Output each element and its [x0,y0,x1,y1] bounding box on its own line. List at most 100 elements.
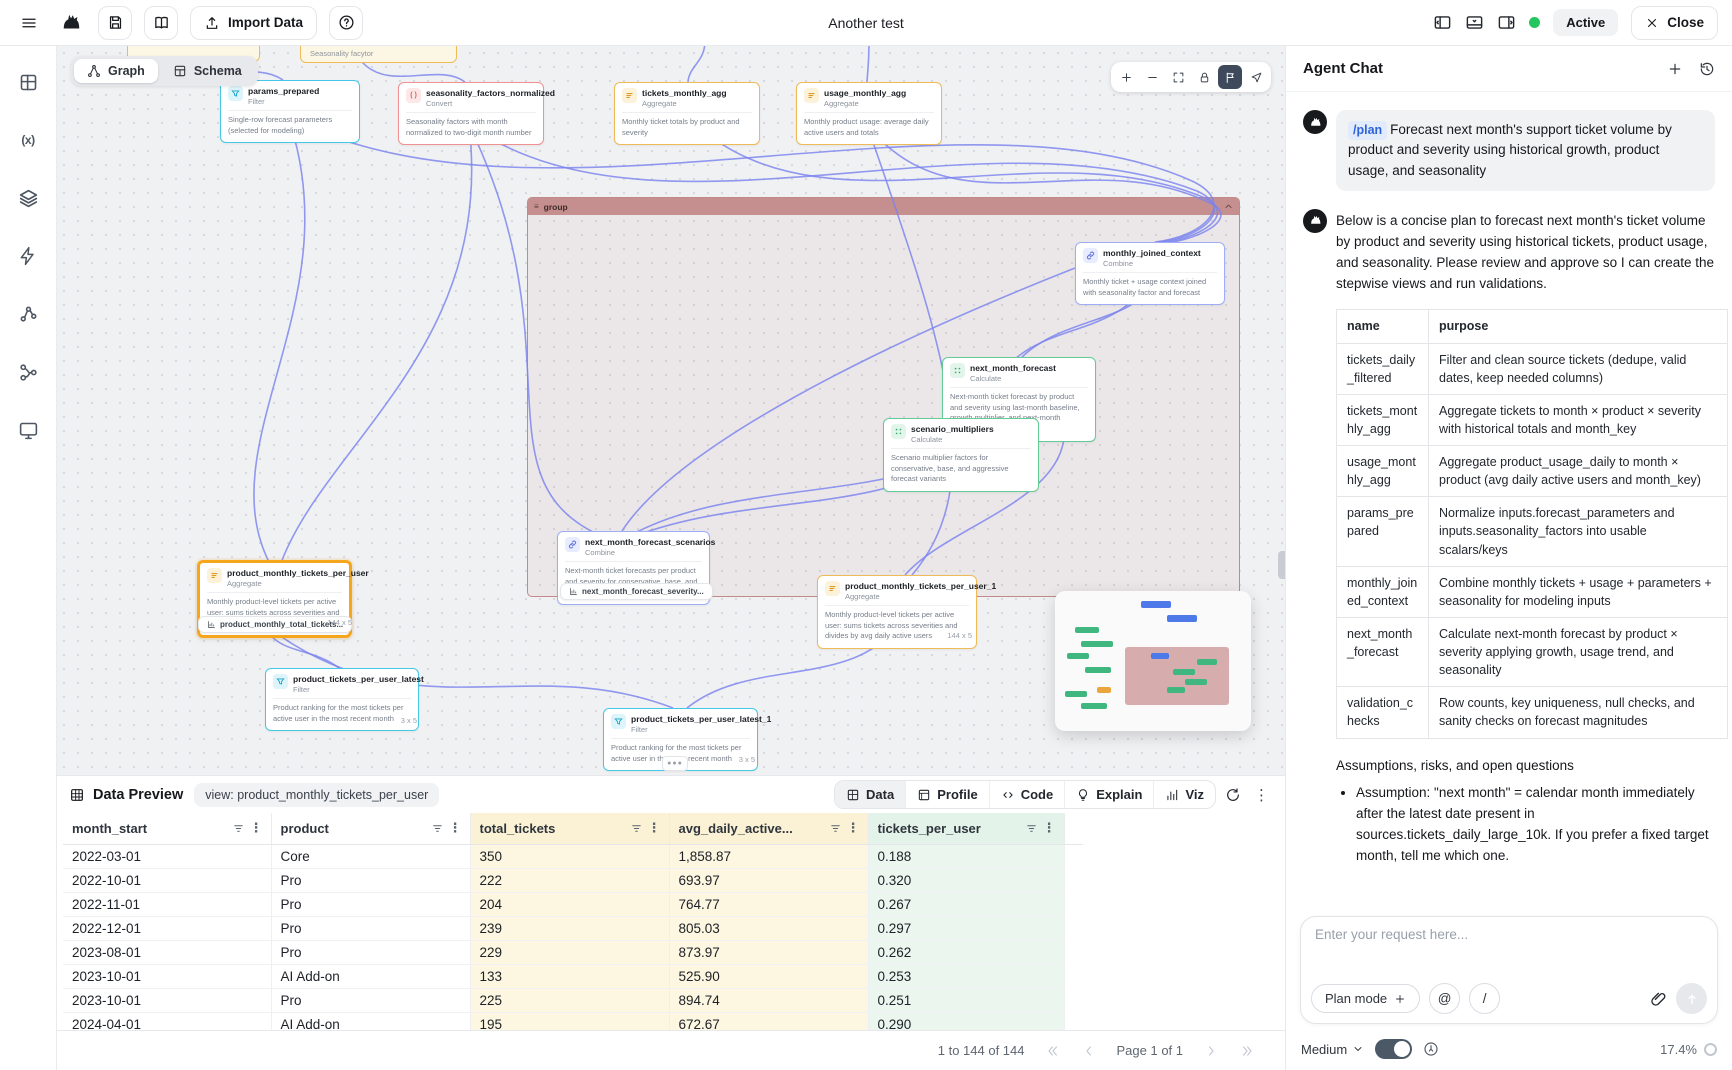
new-chat-button[interactable] [1667,61,1683,77]
fit-view-button[interactable] [1166,65,1190,89]
slash-command-button[interactable]: / [1469,983,1501,1014]
bulb-icon [1079,788,1088,801]
data-button[interactable]: Data [835,781,906,808]
node-tickets-monthly-agg[interactable]: tickets_monthly_agg Aggregate Monthly tic… [614,82,760,146]
sidebar-functions-icon[interactable]: (x) [21,133,35,147]
canvas-view-tabs: Graph Schema [71,56,258,86]
sidebar-lightning-icon[interactable] [16,244,40,268]
chat-input[interactable] [1315,927,1703,942]
aggregate-icon [207,568,222,583]
view-chip[interactable]: view: product_monthly_tickets_per_user [194,782,440,807]
column-menu-icon[interactable]: ⋮ [846,820,860,836]
plan-row: validation_checks Row counts, key unique… [1336,686,1728,739]
close-button[interactable]: Close [1631,5,1718,40]
app-logo-icon [56,5,86,40]
flag-button[interactable] [1218,65,1242,89]
cell-product: Pro [271,916,471,941]
graph-icon [88,65,100,77]
profile-button[interactable]: Profile [905,781,988,808]
help-button[interactable] [329,5,364,40]
column-header-month-start[interactable]: month_start ⋮ [63,813,272,845]
schema-icon [174,65,186,77]
lock-button[interactable] [1192,65,1216,89]
filter-icon [432,825,442,832]
code-button[interactable]: Code [988,781,1065,808]
column-header-avg-daily-active[interactable]: avg_daily_active... ⋮ [669,813,869,845]
refresh-button[interactable] [1225,787,1241,803]
collapse-chevron-icon[interactable] [1224,202,1233,211]
column-header-product[interactable]: product ⋮ [271,813,471,845]
tab-schema[interactable]: Schema [160,59,255,83]
node-seasonality-factors-normalized[interactable]: ( ) seasonality_factors_normalized Conver… [398,82,555,146]
tab-graph[interactable]: Graph [74,59,158,83]
cell-avg-daily-active: 1,858.87 [669,844,869,869]
viz-button[interactable]: Viz [1153,781,1215,808]
mode-toggle[interactable] [1375,1039,1413,1059]
left-sidebar: (x) [0,46,57,1070]
attach-button[interactable] [1649,990,1667,1008]
canvas-toolbar [1111,62,1271,92]
cell-total-tickets: 222 [470,868,670,893]
plan-purpose-cell: Combine monthly tickets + usage + parame… [1428,565,1728,618]
explain-button[interactable]: Explain [1064,781,1153,808]
column-menu-icon[interactable]: ⋮ [1042,820,1056,836]
docs-button[interactable] [144,5,178,40]
plan-table: name purpose tickets_daily_filtered Filt… [1336,309,1728,739]
plan-name-cell: tickets_monthly_agg [1336,393,1429,447]
preview-mode-buttons: Data Profile Code Explain Viz [834,780,1216,809]
sidebar-branch-icon[interactable] [16,360,40,384]
table-row: 2022-03-01 Core 350 1,858.87 0.188 [63,844,1083,869]
sidebar-experiments-icon[interactable] [16,302,40,326]
output-pill[interactable]: next_month_forecast_severity... [560,583,713,600]
cell-tickets-per-user: 0.297 [868,916,1065,941]
table-row: 2022-11-01 Pro 204 764.77 0.267 [63,892,1083,917]
hamburger-menu-icon[interactable] [14,5,44,40]
node-scenario-multipliers[interactable]: scenario_multipliers Calculate Scenario m… [883,418,1039,492]
sidebar-monitor-icon[interactable] [16,418,40,442]
plan-name-cell: params_prepared [1336,496,1429,567]
row-range-label: 1 to 144 of 144 [937,1043,1025,1058]
side-resize-handle[interactable] [1278,551,1285,579]
zoom-in-button[interactable] [1114,65,1138,89]
sidebar-grid-icon[interactable] [16,70,40,94]
cursor-button[interactable] [1244,65,1268,89]
first-page-button[interactable] [1045,1043,1061,1059]
send-button[interactable] [1676,983,1707,1014]
combine-icon [1083,248,1098,263]
model-selector[interactable]: Medium [1301,1042,1364,1057]
zoom-out-button[interactable] [1140,65,1164,89]
dock-bottom-icon[interactable] [1465,13,1484,32]
panel-resize-handle[interactable]: ●●● [662,756,688,771]
auto-branch-icon[interactable] [1423,1041,1439,1057]
dock-right-icon[interactable] [1497,13,1516,32]
save-button[interactable] [98,5,132,40]
column-header-tickets-per-user[interactable]: tickets_per_user ⋮ [868,813,1065,845]
column-header-total-tickets[interactable]: total_tickets ⋮ [470,813,670,845]
import-data-button[interactable]: Import Data [190,5,318,40]
mention-button[interactable]: @ [1429,983,1461,1014]
prev-page-button[interactable] [1081,1043,1097,1059]
dock-left-icon[interactable] [1433,13,1452,32]
column-menu-icon[interactable]: ⋮ [448,820,462,836]
last-page-button[interactable] [1239,1043,1255,1059]
node-params-prepared[interactable]: params_prepared Filter Single-row forecas… [220,80,360,144]
group-header[interactable]: ≡ group [528,198,1239,215]
table-row: 2024-04-01 AI Add-on 195 672.67 0.290 [63,1012,1083,1030]
cell-avg-daily-active: 894.74 [669,988,869,1013]
minimap[interactable] [1055,591,1251,731]
close-icon [1648,18,1657,27]
page-label: Page 1 of 1 [1116,1043,1184,1058]
column-menu-icon[interactable]: ⋮ [249,820,263,836]
arrow-up-icon [1687,994,1696,1004]
history-button[interactable] [1699,61,1715,77]
source-note-seasonality[interactable]: Seasonality facytor [300,46,457,63]
node-usage-monthly-agg[interactable]: usage_monthly_agg Aggregate Monthly produ… [796,82,942,146]
node-monthly-joined-context[interactable]: monthly_joined_context Combine Monthly ti… [1075,242,1225,305]
graph-canvas[interactable]: ≡ group [57,46,1285,775]
column-menu-icon[interactable]: ⋮ [647,820,661,836]
preview-menu-button[interactable]: ⋮ [1254,786,1269,804]
next-page-button[interactable] [1203,1043,1219,1059]
sidebar-layers-icon[interactable] [16,186,40,210]
plan-purpose-cell: Calculate next-month forecast by product… [1428,616,1728,688]
plan-mode-button[interactable]: Plan mode [1311,984,1421,1013]
